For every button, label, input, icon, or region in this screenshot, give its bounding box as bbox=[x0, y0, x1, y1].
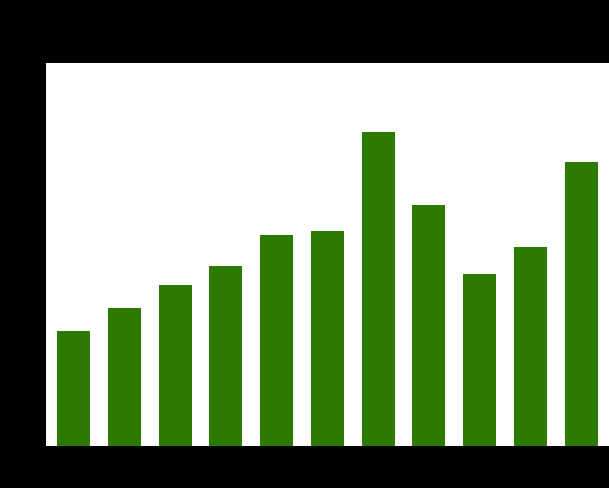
Bar bbox=[57, 332, 90, 447]
Bar bbox=[412, 205, 445, 447]
Bar bbox=[514, 247, 547, 447]
Bar bbox=[463, 274, 496, 447]
Bar bbox=[311, 232, 344, 447]
Bar bbox=[260, 236, 293, 447]
Bar bbox=[565, 163, 597, 447]
Bar bbox=[209, 266, 242, 447]
Bar bbox=[158, 285, 192, 447]
Bar bbox=[362, 132, 395, 447]
Bar bbox=[108, 308, 141, 447]
